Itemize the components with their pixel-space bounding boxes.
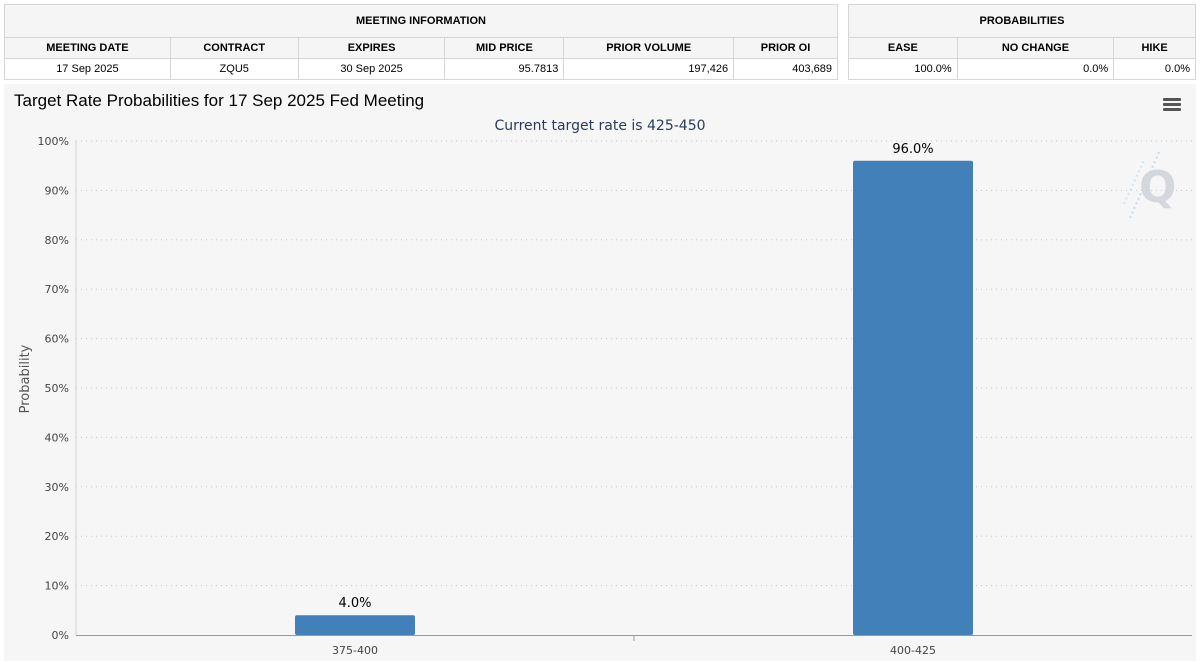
chart-subtitle: Current target rate is 425-450 (494, 118, 706, 134)
col-hike: HIKE (1113, 37, 1196, 59)
y-tick-label: 30% (45, 481, 69, 494)
col-prior-oi: PRIOR OI (733, 37, 838, 59)
y-tick-label: 10% (45, 580, 69, 593)
col-prior-volume: PRIOR VOLUME (563, 37, 735, 59)
x-tick-label: 375-400 (332, 644, 378, 657)
contract-value: ZQU5 (169, 58, 299, 80)
ease-value: 100.0% (848, 58, 958, 80)
y-tick-label: 70% (45, 283, 69, 296)
data-label: 96.0% (892, 142, 933, 157)
prior-oi-value: 403,689 (733, 58, 838, 80)
meeting-information-table: MEETING INFORMATION MEETING DATE CONTRAC… (4, 4, 838, 80)
col-mid-price: MID PRICE (444, 37, 565, 59)
col-ease: EASE (848, 37, 958, 59)
col-expires: EXPIRES (297, 37, 446, 59)
watermark-logo: Q (1123, 149, 1176, 219)
menu-icon[interactable] (1163, 98, 1181, 112)
y-tick-label: 20% (45, 530, 69, 543)
y-tick-label: 0% (52, 629, 69, 642)
probabilities-title: PROBABILITIES (848, 4, 1196, 38)
table-row: 17 Sep 2025 ZQU5 30 Sep 2025 95.7813 197… (4, 58, 838, 80)
bar-400-425[interactable] (853, 160, 973, 635)
probabilities-table: PROBABILITIES EASE NO CHANGE HIKE 100.0%… (848, 4, 1196, 80)
prior-volume-value: 197,426 (563, 58, 735, 80)
y-tick-label: 60% (45, 333, 69, 346)
col-contract: CONTRACT (169, 37, 299, 59)
y-tick-label: 80% (45, 234, 69, 247)
y-tick-label: 40% (45, 431, 69, 444)
meeting-information-title: MEETING INFORMATION (4, 4, 838, 38)
x-tick-label: 400-425 (890, 644, 936, 657)
y-axis-label: Probability (18, 344, 33, 413)
meeting-date-value: 17 Sep 2025 (4, 58, 171, 80)
mid-price-value: 95.7813 (444, 58, 565, 80)
col-no-change: NO CHANGE (956, 37, 1115, 59)
table-row: 100.0% 0.0% 0.0% (848, 58, 1196, 80)
bar-chart: Q 0% 10% 20% 30% 40% 50% 60% 70% 80% 90% 100% 375-… (18, 135, 1192, 657)
chart-title: Target Rate Probabilities for 17 Sep 202… (14, 91, 425, 110)
no-change-value: 0.0% (956, 58, 1115, 80)
y-tick-label: 90% (45, 184, 69, 197)
chart-panel: Q 0% 10% 20% 30% 40% 50% 60% 70% 80% 90% 100% 375-… (4, 84, 1196, 661)
col-meeting-date: MEETING DATE (4, 37, 171, 59)
data-label: 4.0% (338, 596, 371, 611)
y-tick-label: 50% (45, 382, 69, 395)
svg-text:Q: Q (1139, 162, 1176, 213)
bar-375-400[interactable] (295, 615, 415, 635)
expires-value: 30 Sep 2025 (297, 58, 446, 80)
y-tick-label: 100% (38, 135, 69, 148)
hike-value: 0.0% (1113, 58, 1196, 80)
